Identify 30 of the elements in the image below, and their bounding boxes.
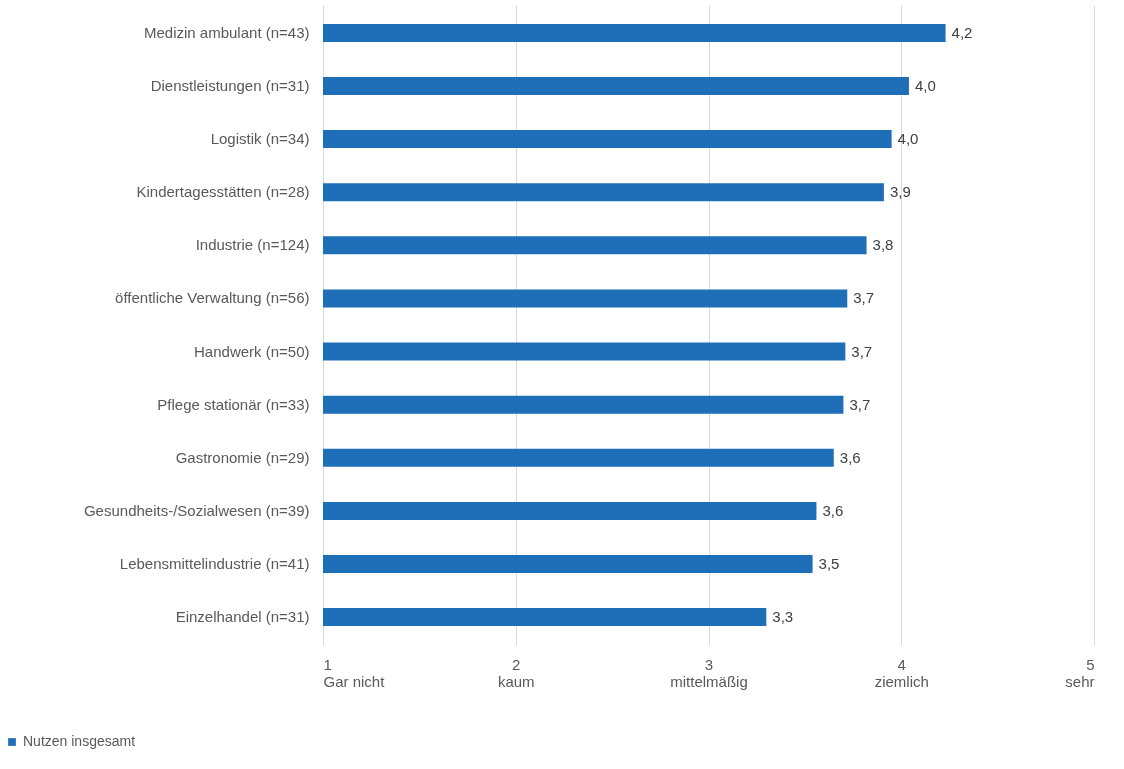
data-label: 4,2 — [951, 23, 973, 41]
data-label: 3,5 — [818, 555, 840, 572]
data-label: 4,0 — [897, 130, 919, 148]
y-tick-label: Logistik (n=34) — [210, 130, 310, 148]
data-label: 3,7 — [851, 342, 873, 360]
x-tick-label: 2 kaum — [497, 655, 535, 690]
y-tick-label: Pflege stationär (n=33) — [157, 395, 310, 413]
data-label: 4,0 — [914, 77, 936, 94]
x-tick-label: 5 sehr — [1065, 655, 1095, 690]
data-label: 3,7 — [853, 289, 875, 307]
data-label: 3,3 — [772, 608, 794, 626]
data-label: 3,7 — [849, 395, 871, 413]
legend-label: Nutzen insgesamt — [23, 733, 136, 749]
y-tick-label: Gastronomie (n=29) — [175, 448, 310, 466]
y-tick-label: Medizin ambulant (n=43) — [143, 23, 310, 41]
data-label: 3,6 — [839, 448, 861, 466]
y-tick-label: Kindertagesstätten (n=28) — [136, 183, 310, 201]
x-tick-label: 3 mittelmäßig — [670, 655, 748, 690]
data-label: 3,6 — [822, 501, 844, 519]
y-tick-label: Einzelhandel (n=31) — [175, 608, 310, 626]
y-tick-label: Dienstleistungen (n=31) — [150, 77, 310, 94]
y-tick-label: Gesundheits-/Sozialwesen (n=39) — [83, 501, 310, 519]
y-tick-label: öffentliche Verwaltung (n=56) — [115, 289, 310, 307]
y-tick-label: Handwerk (n=50) — [194, 342, 310, 360]
y-tick-label: Industrie (n=124) — [195, 236, 310, 254]
x-tick-label: 4 ziemlich — [874, 655, 929, 690]
x-tick-label: 1 Gar nicht — [323, 655, 386, 690]
data-label: 3,9 — [889, 183, 911, 201]
data-label: 3,8 — [872, 236, 894, 254]
y-tick-label: Lebensmittelindustrie (n=41) — [119, 555, 310, 572]
